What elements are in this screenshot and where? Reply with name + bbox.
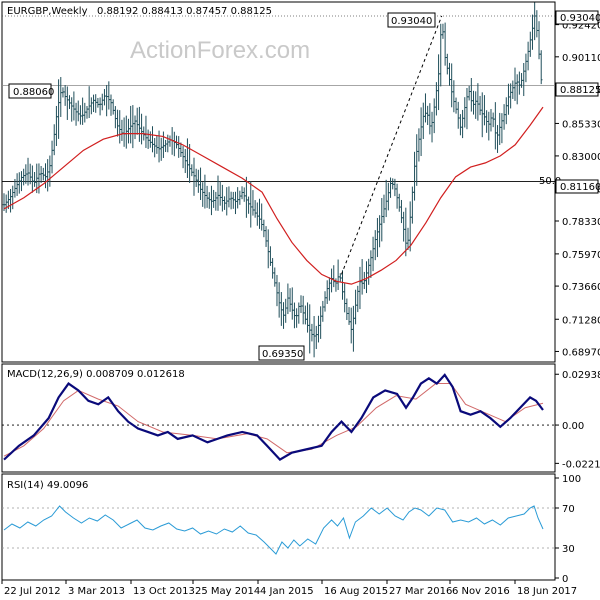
symbol-label: EURGBP,Weekly (7, 6, 88, 17)
rsi-y-tick-label: 0 (562, 574, 568, 585)
current-price-tag-label: 0.88125 (560, 85, 600, 96)
macd-y-axis: 0.029387 0.00 -0.022161 (555, 370, 600, 470)
x-tick-label: 3 Mar 2013 (68, 586, 125, 597)
price-panel: EURGBP,Weekly 0.88192 0.88413 0.87457 0.… (1, 1, 600, 363)
price-y-tick-label: 0.90110 (562, 53, 600, 64)
price-levels (2, 15, 555, 182)
rsi-y-tick-label: 100 (562, 474, 581, 485)
high-box (387, 12, 436, 28)
rsi-panel-frame (1, 473, 556, 581)
macd-panel-frame (1, 363, 556, 473)
rsi-y-tick-label: 30 (562, 544, 575, 555)
x-tick-label: 27 Mar 2016 (389, 586, 452, 597)
price-y-tick-label: 0.78330 (562, 217, 600, 228)
x-axis: 22 Jul 2012 3 Mar 2013 13 Oct 2013 25 May 2… (1, 580, 577, 597)
price-y-tick-label: 0.68970 (562, 347, 600, 358)
price-y-tick-label: 0.75970 (562, 250, 600, 261)
rsi-panel: RSI(14) 49.0096 100 70 30 0 (1, 473, 581, 585)
x-tick-label: 4 Jan 2015 (260, 586, 314, 597)
macd-label: MACD(12,26,9) 0.008709 0.012618 (7, 369, 185, 380)
fib-price-tag: 0.81160 (555, 179, 600, 194)
rsi-y-axis: 100 70 30 0 (555, 474, 581, 585)
macd-signal-line (3, 383, 544, 457)
price-y-tick-label: 0.85330 (562, 119, 600, 130)
watermark: ActionForex.com (130, 37, 310, 64)
x-tick-label: 16 Aug 2015 (324, 586, 388, 597)
prior-high-box (8, 83, 52, 99)
x-tick-label: 25 May 2014 (195, 586, 260, 597)
macd-panel: MACD(12,26,9) 0.008709 0.012618 0.029387… (1, 363, 600, 473)
current-price-tag-box (555, 82, 599, 97)
high-price-tag-box (555, 10, 599, 25)
trend-line (341, 15, 443, 275)
low-box (258, 345, 305, 361)
x-tick-label: 22 Jul 2012 (4, 586, 61, 597)
price-y-tick-label: 0.71280 (562, 315, 600, 326)
low-annotation: 0.69350 (258, 345, 305, 361)
low-label: 0.69350 (262, 349, 303, 360)
rsi-line (3, 505, 544, 555)
price-bars (2, 2, 543, 358)
macd-y-tick-label: 0.029387 (562, 370, 600, 381)
price-y-tick-label: 0.92420 (562, 21, 600, 32)
fib-pct-label: 50.0 (539, 176, 561, 187)
price-y-tick-label: 0.83000 (562, 152, 600, 163)
high-label: 0.93040 (391, 16, 432, 27)
rsi-y-tick-label: 70 (562, 504, 575, 515)
macd-y-tick-label: -0.022161 (562, 459, 600, 470)
high-price-tag-label: 0.93040 (560, 13, 600, 24)
macd-line (3, 373, 544, 462)
price-y-tick-label: 0.73660 (562, 282, 600, 293)
x-tick-label: 13 Oct 2013 (133, 586, 195, 597)
fib-price-tag-box (555, 179, 599, 194)
high-annotation: 0.93040 (387, 12, 436, 28)
prior-high-annotation: 0.88060 (8, 83, 54, 99)
macd-y-tick-label: 0.00 (562, 421, 584, 432)
high-price-tag: 0.93040 (555, 10, 600, 25)
prior-high-label: 0.88060 (13, 87, 54, 98)
price-panel-frame (1, 1, 556, 363)
x-tick-label: 18 Jun 2017 (517, 586, 577, 597)
moving-average-line (3, 106, 544, 285)
x-tick-label: 6 Nov 2016 (452, 586, 510, 597)
rsi-label: RSI(14) 49.0096 (7, 480, 88, 491)
fib-price-tag-label: 0.81160 (560, 182, 600, 193)
ohlc-label: 0.88192 0.88413 0.87457 0.88125 (97, 6, 272, 17)
current-price-tag: 0.88125 (555, 82, 600, 97)
